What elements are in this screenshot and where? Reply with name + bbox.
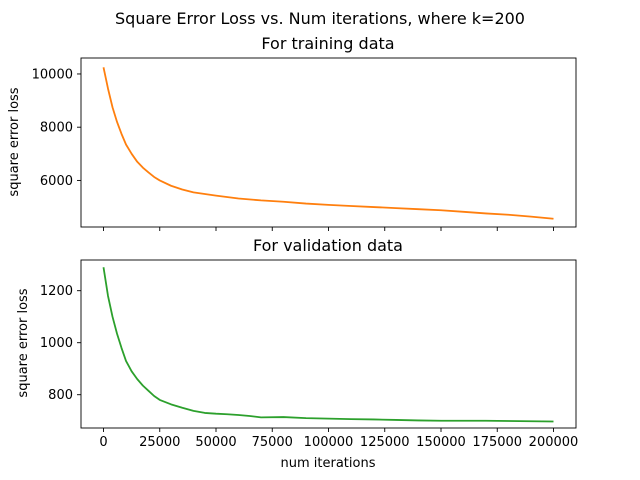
validation-x-tick-label: 175000: [472, 435, 522, 450]
validation-x-tick-label: 100000: [304, 435, 354, 450]
validation-x-tick-label: 200000: [529, 435, 579, 450]
training-y-tick-label: 6000: [40, 174, 73, 189]
training-y-tick-label: 8000: [40, 121, 73, 136]
validation-y-tick-label: 1000: [40, 336, 73, 351]
validation-x-tick-label: 150000: [416, 435, 466, 450]
validation-x-tick-label: 50000: [195, 435, 236, 450]
validation-x-tick-label: 125000: [360, 435, 410, 450]
validation-y-axis-label: square error loss: [16, 288, 31, 397]
validation-x-tick-label: 75000: [252, 435, 293, 450]
validation-chart-title: For validation data: [253, 236, 403, 255]
training-y-axis-label: square error loss: [7, 87, 22, 196]
validation-loss-line: [102, 267, 554, 423]
validation-y-tick-label: 800: [48, 388, 73, 403]
validation-x-tick-label: 25000: [139, 435, 180, 450]
validation-x-axis-label: num iterations: [281, 456, 376, 471]
figure-suptitle: Square Error Loss vs. Num iterations, wh…: [115, 9, 525, 28]
validation-x-tick-label: 0: [99, 435, 107, 450]
training-y-tick-label: 10000: [32, 67, 73, 82]
training-chart: For training data square error loss 6000…: [7, 34, 577, 231]
validation-y-tick-label: 1200: [40, 284, 73, 299]
training-chart-title: For training data: [261, 34, 394, 53]
training-loss-line: [102, 67, 554, 220]
validation-chart: For validation data square error loss nu…: [16, 236, 578, 471]
